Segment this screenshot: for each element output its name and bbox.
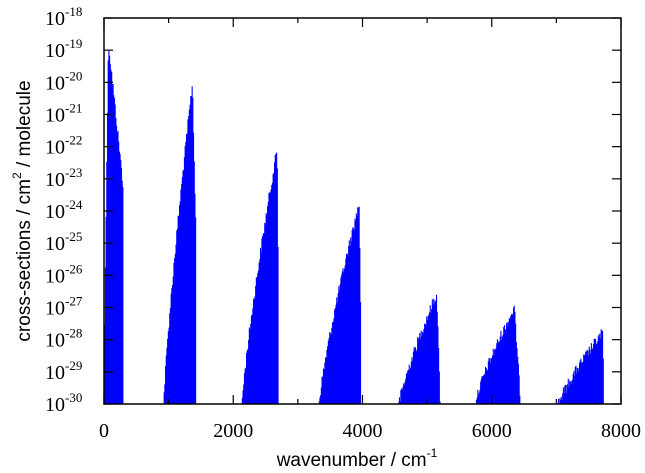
y-tick-label: 10-25 xyxy=(45,229,82,255)
x-tick-label: 4000 xyxy=(343,420,383,442)
y-tick-label: 10-28 xyxy=(45,326,82,352)
x-tick-label: 8000 xyxy=(601,420,641,442)
x-tick-label: 6000 xyxy=(472,420,512,442)
spectral-band xyxy=(104,50,124,404)
y-tick-label: 10-21 xyxy=(45,101,82,127)
y-tick-label: 10-22 xyxy=(45,133,82,159)
y-tick-label: 10-20 xyxy=(45,68,82,94)
x-tick-label: 0 xyxy=(99,420,109,442)
ticks-layer xyxy=(103,17,622,405)
spectral-band xyxy=(473,305,521,404)
y-tick-label: 10-23 xyxy=(45,165,82,191)
x-axis-title: wavenumber / cm-1 xyxy=(276,446,438,471)
spectral-band xyxy=(241,152,279,404)
spectral-band xyxy=(557,329,604,404)
y-tick-label: 10-30 xyxy=(45,390,82,416)
y-axis-title: cross-sections / cm2 / molecule xyxy=(10,80,35,341)
spectral-band xyxy=(318,206,362,404)
spectral-band xyxy=(163,86,197,404)
y-tick-label: 10-29 xyxy=(45,358,82,384)
y-tick-label: 10-19 xyxy=(45,36,82,62)
spectral-band xyxy=(398,294,441,404)
y-tick-label: 10-26 xyxy=(45,261,83,287)
x-tick-labels: 0 2000 4000 6000 8000 xyxy=(99,420,641,442)
x-tick-label: 2000 xyxy=(213,420,253,442)
y-tick-label: 10-24 xyxy=(45,197,83,223)
y-tick-label: 10-18 xyxy=(45,4,82,30)
bands-layer xyxy=(104,50,604,404)
y-tick-label: 10-27 xyxy=(45,294,83,320)
y-tick-labels: 10-18 10-19 10-20 10-21 10-22 10-23 10-24 10-25… xyxy=(45,4,83,416)
